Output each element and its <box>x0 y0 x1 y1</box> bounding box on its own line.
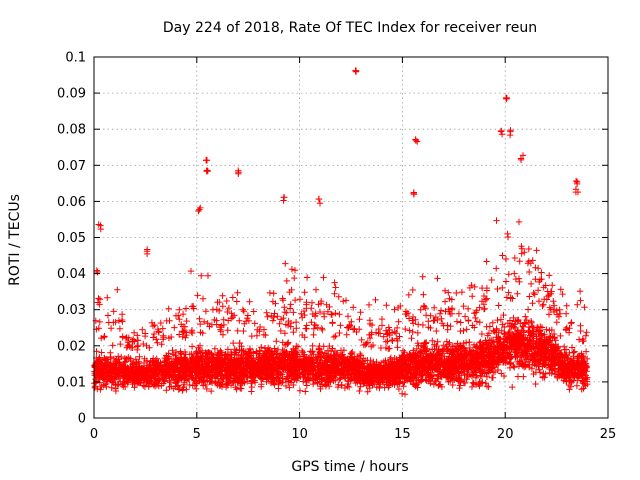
scatter-markers <box>91 67 591 398</box>
axis-ticks <box>93 56 609 419</box>
x-tick-labels: 0 5 10 15 20 25 <box>90 427 616 442</box>
y-tick-label: 0.04 <box>57 267 86 282</box>
x-axis-label: GPS time / hours <box>291 459 408 475</box>
x-tick-label: 5 <box>193 427 201 442</box>
y-tick-label: 0.05 <box>57 231 86 246</box>
y-tick-label: 0.09 <box>57 87 86 102</box>
y-tick-label: 0.02 <box>57 339 86 354</box>
y-tick-label: 0.06 <box>57 195 86 210</box>
x-tick-label: 25 <box>600 427 617 442</box>
y-tick-label: 0.03 <box>57 303 86 318</box>
chart-title: Day 224 of 2018, Rate Of TEC Index for r… <box>163 20 537 36</box>
y-tick-label: 0 <box>78 412 86 427</box>
y-tick-label: 0.07 <box>57 159 86 174</box>
x-tick-label: 15 <box>394 427 411 442</box>
data-points <box>91 67 591 398</box>
x-tick-label: 10 <box>291 427 308 442</box>
y-tick-labels: 0 0.01 0.02 0.03 0.04 0.05 0.06 0.07 0.08 0.09 0.1 <box>57 51 86 427</box>
y-axis-label: ROTI / TECUs <box>7 194 23 286</box>
x-tick-label: 0 <box>90 427 98 442</box>
y-tick-label: 0.1 <box>65 51 86 66</box>
x-tick-label: 20 <box>497 427 514 442</box>
y-tick-label: 0.08 <box>57 123 86 138</box>
y-tick-label: 0.01 <box>57 375 86 390</box>
